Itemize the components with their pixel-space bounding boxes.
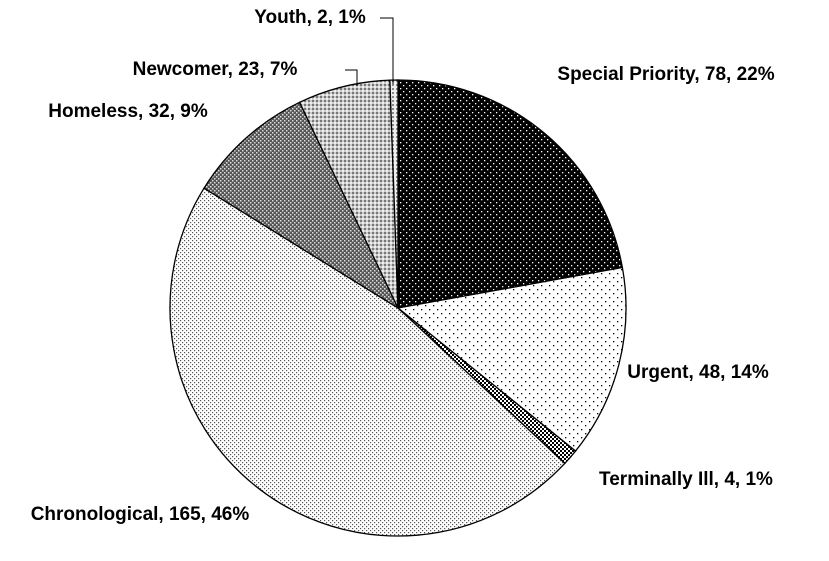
data-label: Urgent, 48, 14% xyxy=(627,362,769,383)
data-label: Homeless, 32, 9% xyxy=(48,101,208,122)
data-label: Terminally Ill, 4, 1% xyxy=(599,469,773,490)
leader-line xyxy=(380,17,394,84)
data-label: Newcomer, 23, 7% xyxy=(132,59,298,80)
pie-slice xyxy=(396,266,627,452)
data-label: Chronological, 165, 46% xyxy=(30,504,250,525)
data-label: Special Priority, 78, 22% xyxy=(557,64,775,85)
data-label: Youth, 2, 1% xyxy=(254,7,366,28)
pie-slice xyxy=(169,187,566,537)
pie-slice xyxy=(203,101,400,310)
leader-line xyxy=(345,69,358,86)
pie-slice xyxy=(389,79,399,309)
pie-slice xyxy=(397,79,624,309)
